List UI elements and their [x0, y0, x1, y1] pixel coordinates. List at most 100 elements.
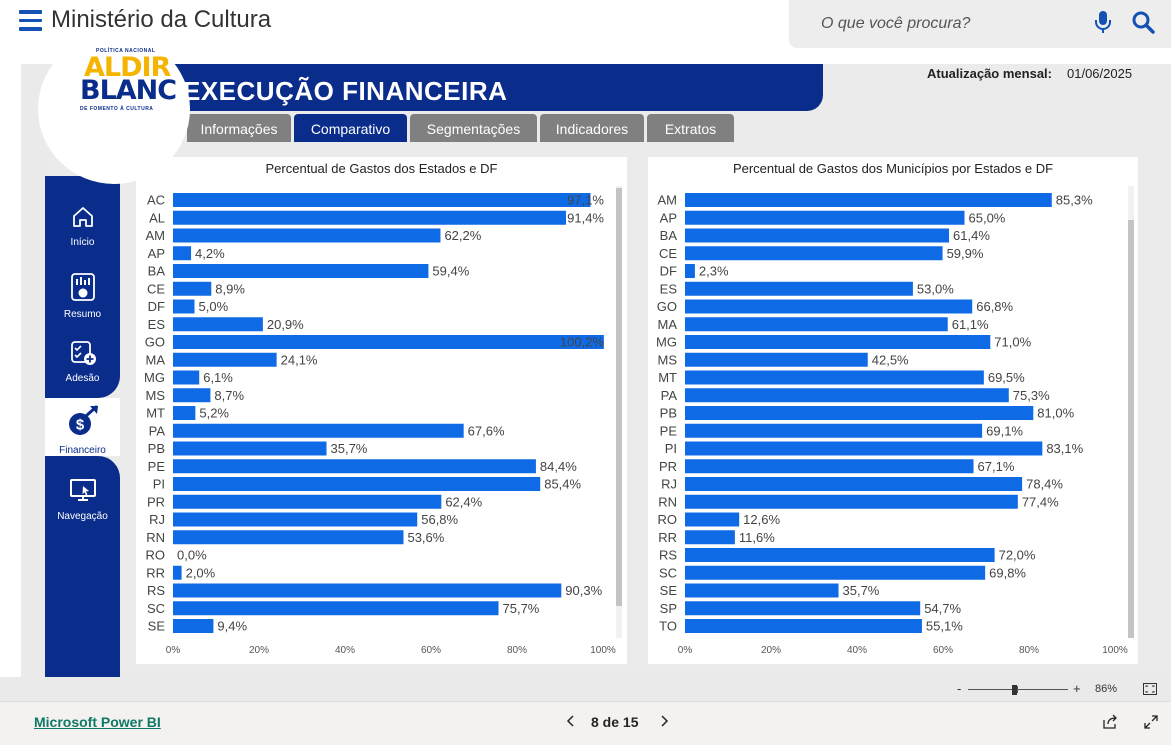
tab-extratos[interactable]: Extratos	[647, 114, 734, 142]
bar-rs[interactable]	[173, 583, 562, 598]
zoom-slider-thumb[interactable]	[1011, 685, 1017, 695]
chart-scrollbar-thumb[interactable]	[616, 188, 622, 606]
nav-item-inicio[interactable]: Início	[45, 204, 120, 248]
powerbi-link[interactable]: Microsoft Power BI	[34, 714, 161, 730]
share-icon[interactable]	[1102, 714, 1118, 730]
bar-rn[interactable]	[173, 530, 404, 545]
bar-go[interactable]	[173, 335, 604, 349]
data-label: 71,0%	[994, 335, 1031, 350]
bar-pb[interactable]	[685, 406, 1034, 420]
microphone-icon[interactable]	[1093, 10, 1113, 34]
zoom-in-button[interactable]: +	[1073, 681, 1081, 696]
chevron-right-icon[interactable]	[658, 712, 670, 730]
category-label: RN	[146, 530, 165, 545]
bar-es[interactable]	[685, 281, 913, 296]
chart-title: Percentual de Gastos dos Estados e DF	[265, 161, 498, 176]
bar-pe[interactable]	[685, 423, 983, 438]
zoom-value: 86%	[1095, 683, 1118, 695]
x-tick-label: 40%	[335, 645, 355, 656]
bar-df[interactable]	[173, 299, 195, 314]
bar-se[interactable]	[173, 619, 214, 633]
bar-ap[interactable]	[173, 246, 192, 261]
checklist-add-icon	[70, 341, 96, 365]
bar-rr[interactable]	[685, 530, 735, 545]
chart-municipios[interactable]: AM 85,3% AP 65,0% BA 61,4% CE 59,9% DF 2,3% ES 53,0…	[648, 157, 1138, 664]
powerbi-footer: Microsoft Power BI 8 de 15	[0, 701, 1171, 745]
category-label: BA	[660, 228, 678, 243]
bar-se[interactable]	[685, 583, 839, 598]
bar-ba[interactable]	[685, 228, 950, 243]
bar-sc[interactable]	[173, 601, 499, 616]
bar-mg[interactable]	[173, 370, 200, 385]
bar-go[interactable]	[685, 299, 973, 314]
category-label: SE	[148, 619, 166, 634]
menu-icon[interactable]	[19, 10, 42, 32]
bar-al[interactable]	[173, 210, 567, 225]
nav-item-adesao[interactable]: Adesão	[45, 340, 120, 384]
bar-am[interactable]	[173, 228, 441, 243]
bar-pi[interactable]	[685, 441, 1043, 456]
data-label: 75,3%	[1013, 388, 1050, 403]
nav-label: Início	[70, 237, 95, 248]
bar-ce[interactable]	[173, 281, 212, 296]
bar-rn[interactable]	[685, 494, 1018, 509]
category-label: RJ	[149, 512, 165, 527]
nav-item-navegacao[interactable]: Navegação	[45, 478, 120, 522]
category-label: AC	[147, 193, 165, 208]
bar-pi[interactable]	[173, 477, 541, 491]
bar-pr[interactable]	[685, 459, 974, 474]
site-title[interactable]: Ministério da Cultura	[51, 6, 272, 33]
bar-sp[interactable]	[685, 601, 921, 616]
bar-es[interactable]	[173, 317, 263, 332]
bar-pb[interactable]	[173, 441, 327, 456]
chart-scrollbar-thumb[interactable]	[1128, 220, 1134, 638]
nav-item-financeiro[interactable]: $ Financeiro	[45, 404, 120, 456]
data-label: 0,0%	[177, 548, 207, 563]
category-label: MG	[656, 335, 677, 350]
bar-ap[interactable]	[685, 210, 965, 225]
bar-ba[interactable]	[173, 264, 429, 278]
x-tick-label: 20%	[249, 645, 269, 656]
bar-ma[interactable]	[685, 317, 948, 332]
search-icon[interactable]	[1131, 10, 1155, 34]
bar-df[interactable]	[685, 264, 695, 278]
bar-to[interactable]	[685, 619, 922, 633]
bar-mg[interactable]	[685, 335, 991, 349]
zoom-bar: - + 86%	[0, 677, 1171, 701]
bar-pa[interactable]	[173, 423, 464, 438]
tab-indicadores[interactable]: Indicadores	[540, 114, 644, 142]
bar-ro[interactable]	[685, 512, 740, 527]
bar-ms[interactable]	[173, 388, 211, 403]
zoom-slider[interactable]	[968, 689, 1068, 690]
zoom-out-button[interactable]: -	[957, 681, 962, 696]
bar-am[interactable]	[685, 193, 1052, 207]
data-label: 65,0%	[969, 210, 1006, 225]
tab-informacoes[interactable]: Informações	[187, 114, 291, 142]
bar-pr[interactable]	[173, 494, 442, 509]
bar-pa[interactable]	[685, 388, 1009, 403]
category-label: GO	[145, 335, 165, 350]
tab-comparativo[interactable]: Comparativo	[294, 114, 407, 142]
bar-ac[interactable]	[173, 193, 591, 207]
bar-sc[interactable]	[685, 565, 986, 580]
bar-rj[interactable]	[685, 477, 1023, 491]
fit-to-page-icon[interactable]	[1143, 683, 1157, 695]
bar-ms[interactable]	[685, 352, 868, 367]
bar-rs[interactable]	[685, 548, 995, 562]
data-label: 4,2%	[195, 246, 225, 261]
chart-estados[interactable]: AC 97,1% AL 91,4% AM 62,2% AP 4,2% BA 59,4% CE 8,9%…	[136, 157, 627, 664]
bar-mt[interactable]	[685, 370, 984, 385]
bar-ce[interactable]	[685, 246, 943, 261]
bar-mt[interactable]	[173, 406, 196, 420]
fullscreen-icon[interactable]	[1143, 714, 1159, 730]
x-tick-label: 60%	[421, 645, 441, 656]
tab-segmentacoes[interactable]: Segmentações	[410, 114, 537, 142]
bar-ma[interactable]	[173, 352, 277, 367]
bar-pe[interactable]	[173, 459, 536, 474]
nav-item-resumo[interactable]: Resumo	[45, 272, 120, 320]
search-input[interactable]	[821, 12, 1081, 36]
data-label: 55,1%	[926, 619, 963, 634]
bar-rr[interactable]	[173, 565, 182, 580]
bar-rj[interactable]	[173, 512, 418, 527]
chevron-left-icon[interactable]	[565, 712, 577, 730]
